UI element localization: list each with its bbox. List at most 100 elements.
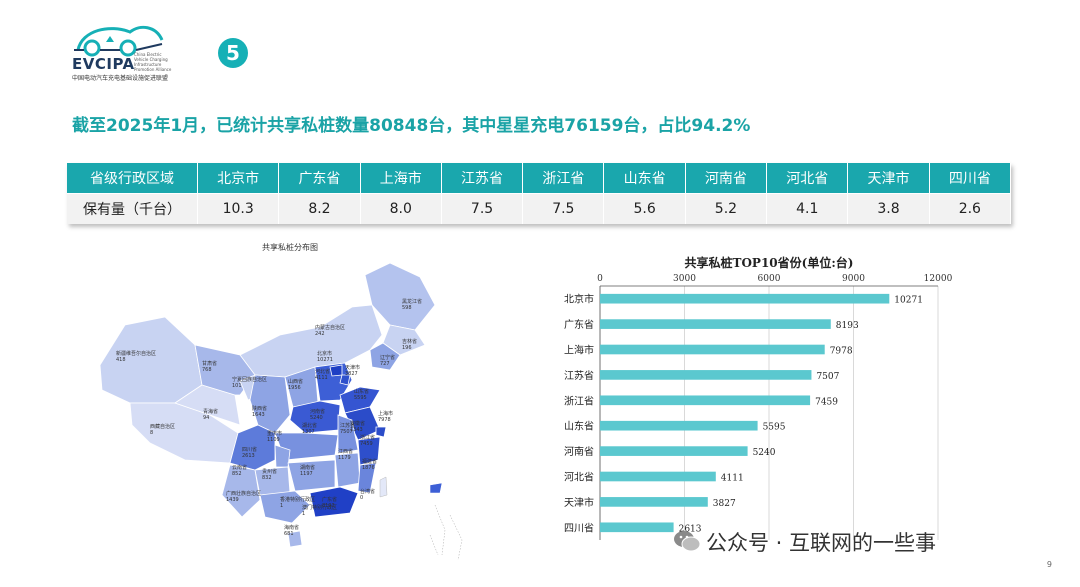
map-region-value: 418	[116, 357, 126, 363]
map-region-liaoning	[369, 342, 401, 371]
section-number-badge: 5	[218, 38, 248, 68]
map-region-value: 1643	[252, 412, 265, 418]
map-region-shaanxi	[249, 374, 291, 434]
bar	[600, 522, 674, 533]
map-region-value: 8193	[322, 503, 335, 509]
map-region-label: 香港特别行政区	[280, 496, 315, 503]
map-region-heilongjiang	[364, 262, 436, 331]
map-region-value: 10271	[317, 357, 333, 363]
bar-value-label: 4111	[721, 474, 744, 484]
map-region-value: 5595	[354, 395, 367, 401]
map-region-hebei	[314, 362, 353, 402]
map-region-label: 台湾省	[360, 488, 375, 495]
table-cell: 7.5	[441, 193, 524, 224]
bar-value-label: 3827	[713, 499, 736, 509]
map-region-value: 852	[232, 471, 242, 477]
map-region-value: 94	[203, 415, 209, 421]
map-region-value: 727	[380, 361, 390, 367]
bar-value-label: 8193	[836, 321, 859, 331]
x-tick-label: 12000	[924, 274, 953, 284]
category-label: 河北省	[564, 471, 594, 484]
bar-value-label: 2613	[679, 524, 702, 534]
map-region-qinghai	[174, 384, 241, 426]
map-region-value: 2613	[242, 453, 255, 459]
map-region-value: 242	[315, 331, 325, 337]
bar-value-label: 5595	[763, 423, 786, 433]
table-row: 保有量（千台） 10.3 8.2 8.0 7.5 7.5 5.6 5.2 4.1…	[67, 193, 1012, 224]
map-region-label: 浙江省	[360, 434, 375, 441]
table-column-header: 河南省	[685, 163, 768, 194]
map-region-guangxi	[259, 490, 311, 524]
map-region-label: 天津市	[345, 364, 360, 371]
map-region-value: 0	[360, 495, 363, 501]
province-table: 省级行政区域 北京市 广东省 上海市 江苏省 浙江省 山东省 河南省 河北省 天…	[67, 163, 1012, 224]
map-region-label: 内蒙古自治区	[315, 324, 345, 331]
logo-subtitle: 中国电动汽车充电基础设施促进联盟	[72, 75, 169, 82]
bar-value-label: 7459	[815, 397, 838, 407]
map-region-label: 云南省	[232, 464, 247, 471]
x-tick-label: 9000	[842, 274, 865, 284]
bar	[600, 471, 716, 482]
table-column-header: 江苏省	[441, 163, 524, 194]
map-region-value: 598	[402, 305, 412, 311]
map-region-sichuan	[229, 424, 276, 471]
watermark-text: 公众号 · 互联网的一些事	[706, 527, 936, 557]
map-region-value: 1307	[302, 429, 315, 435]
map-region-label: 青海省	[203, 408, 218, 415]
page-number: 9	[1046, 560, 1052, 569]
map-region-label: 吉林省	[402, 338, 417, 345]
map-region-label: 辽宁省	[380, 354, 395, 361]
map-region-label: 西藏自治区	[150, 423, 175, 430]
wechat-icon	[674, 531, 701, 552]
category-label: 山东省	[564, 420, 594, 433]
map-region-label: 四川省	[242, 446, 257, 453]
bar	[600, 293, 890, 304]
category-label: 浙江省	[564, 394, 594, 407]
category-label: 广东省	[564, 318, 594, 331]
logo-title: EVCIPA	[72, 55, 135, 73]
bar	[600, 370, 812, 380]
chart-title: 共享私桩TOP10省份(单位:台)	[685, 255, 854, 270]
map-region-yunnan	[221, 464, 261, 518]
map-region-inner-mongolia	[239, 304, 383, 378]
bar-value-label: 5240	[753, 448, 776, 458]
x-tick-label: 0	[597, 274, 603, 284]
map-region-label: 黑龙江省	[402, 298, 422, 305]
category-label: 江苏省	[564, 369, 594, 382]
bar	[600, 319, 831, 329]
table-header-row: 省级行政区域 北京市 广东省 上海市 江苏省 浙江省 山东省 河南省 河北省 天…	[67, 163, 1012, 194]
south-china-sea-inset	[429, 504, 463, 561]
map-region-value: 3827	[345, 371, 358, 377]
map-region-value: 1	[280, 503, 283, 509]
map-region-guangdong	[309, 486, 359, 518]
table-column-header: 北京市	[197, 163, 280, 194]
x-tick-label: 6000	[758, 274, 781, 284]
map-region-label: 广西壮族自治区	[226, 490, 261, 497]
map-region-anhui	[337, 414, 359, 454]
x-tick-label: 3000	[673, 274, 696, 284]
map-region-label: 新疆维吾尔自治区	[116, 350, 156, 357]
bar-value-label: 7978	[830, 347, 853, 357]
map-region-value: 1439	[226, 497, 239, 503]
map-region-value: 7459	[360, 441, 373, 447]
map-region-jilin	[382, 324, 426, 356]
map-region-beijing	[329, 364, 343, 377]
table-column-header: 上海市	[360, 163, 442, 194]
map-region-zhejiang	[357, 436, 381, 466]
category-label: 上海市	[564, 344, 594, 357]
map-region-label: 上海市	[378, 410, 393, 417]
table-cell: 5.2	[685, 193, 768, 224]
map-region-value: 1876	[362, 465, 375, 471]
map-region-hainan	[287, 530, 303, 548]
table-cell: 7.5	[522, 193, 605, 224]
map-region-value: 8	[150, 430, 153, 436]
map-region-value: 1109	[267, 437, 280, 443]
map-region-label: 河南省	[310, 408, 325, 415]
table-column-header: 浙江省	[522, 163, 605, 194]
bar	[600, 446, 748, 456]
map-region-hunan	[287, 459, 336, 492]
map-region-value: 1179	[338, 455, 351, 461]
map-region-value: 101	[232, 383, 242, 389]
table-header-label: 省级行政区域	[67, 163, 198, 194]
map-region-label: 湖南省	[300, 464, 315, 471]
